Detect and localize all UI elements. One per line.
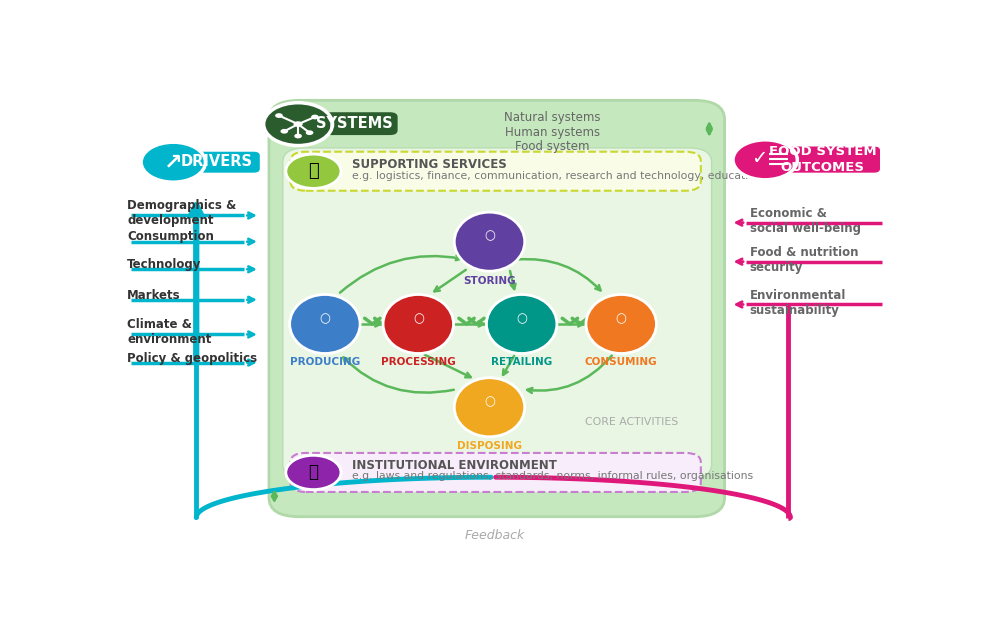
Ellipse shape xyxy=(486,295,557,353)
Text: Technology: Technology xyxy=(127,258,202,271)
Text: CONSUMING: CONSUMING xyxy=(585,357,658,367)
Circle shape xyxy=(293,121,302,127)
Text: Feedback: Feedback xyxy=(464,529,525,542)
Circle shape xyxy=(305,130,313,135)
Text: 🏛: 🏛 xyxy=(308,464,318,481)
Circle shape xyxy=(311,114,319,119)
Text: RETAILING: RETAILING xyxy=(491,357,552,367)
Text: ○: ○ xyxy=(516,311,528,325)
FancyBboxPatch shape xyxy=(290,152,700,191)
Text: FOOD SYSTEM
OUTCOMES: FOOD SYSTEM OUTCOMES xyxy=(769,145,876,174)
Text: ○: ○ xyxy=(616,311,626,325)
Ellipse shape xyxy=(454,212,525,271)
Text: ○: ○ xyxy=(413,311,424,325)
Text: ○: ○ xyxy=(484,395,495,408)
Text: DISPOSING: DISPOSING xyxy=(457,441,522,451)
Ellipse shape xyxy=(454,378,525,437)
Text: Natural systems: Natural systems xyxy=(504,111,601,124)
Text: e.g. logistics, finance, communication, research and technology, education: e.g. logistics, finance, communication, … xyxy=(352,171,762,180)
Ellipse shape xyxy=(289,295,360,353)
Text: ✓: ✓ xyxy=(751,150,768,168)
Text: Food system: Food system xyxy=(515,140,590,153)
Circle shape xyxy=(294,133,302,138)
Text: Food & nutrition
security: Food & nutrition security xyxy=(750,247,859,274)
Text: DRIVERS: DRIVERS xyxy=(181,154,253,169)
FancyBboxPatch shape xyxy=(767,146,880,172)
FancyBboxPatch shape xyxy=(180,152,260,172)
Text: ○: ○ xyxy=(484,229,495,242)
Circle shape xyxy=(281,129,288,133)
Text: Policy & geopolitics: Policy & geopolitics xyxy=(127,352,258,365)
Text: SYSTEMS: SYSTEMS xyxy=(316,116,393,130)
Text: Consumption: Consumption xyxy=(127,231,214,243)
Circle shape xyxy=(141,142,206,182)
FancyBboxPatch shape xyxy=(290,453,700,492)
Text: SUPPORTING SERVICES: SUPPORTING SERVICES xyxy=(352,158,507,171)
Text: Climate &
environment: Climate & environment xyxy=(127,318,211,346)
Text: Environmental
sustainability: Environmental sustainability xyxy=(750,289,846,317)
Text: Markets: Markets xyxy=(127,289,181,302)
Text: ↗: ↗ xyxy=(164,152,183,172)
Text: ○: ○ xyxy=(319,311,330,325)
Text: Human systems: Human systems xyxy=(505,125,600,138)
Text: INSTITUTIONAL ENVIRONMENT: INSTITUTIONAL ENVIRONMENT xyxy=(352,459,556,472)
Text: PROCESSING: PROCESSING xyxy=(381,357,455,367)
FancyBboxPatch shape xyxy=(283,148,711,478)
Text: PRODUCING: PRODUCING xyxy=(289,357,360,367)
Text: CORE ACTIVITIES: CORE ACTIVITIES xyxy=(585,418,678,428)
Text: Economic &
social well-being: Economic & social well-being xyxy=(750,208,861,235)
FancyBboxPatch shape xyxy=(313,112,397,135)
Circle shape xyxy=(275,113,283,118)
Circle shape xyxy=(264,103,333,146)
Text: 🤝: 🤝 xyxy=(308,163,319,180)
Ellipse shape xyxy=(586,295,656,353)
Text: STORING: STORING xyxy=(463,276,516,286)
Circle shape xyxy=(733,140,797,180)
Ellipse shape xyxy=(383,295,453,353)
Text: e.g. laws and regulations, standards, norms, informal rules, organisations: e.g. laws and regulations, standards, no… xyxy=(352,472,753,481)
Circle shape xyxy=(286,455,341,489)
Circle shape xyxy=(286,154,341,188)
Text: Demographics &
development: Demographics & development xyxy=(127,199,236,227)
FancyBboxPatch shape xyxy=(269,100,724,517)
